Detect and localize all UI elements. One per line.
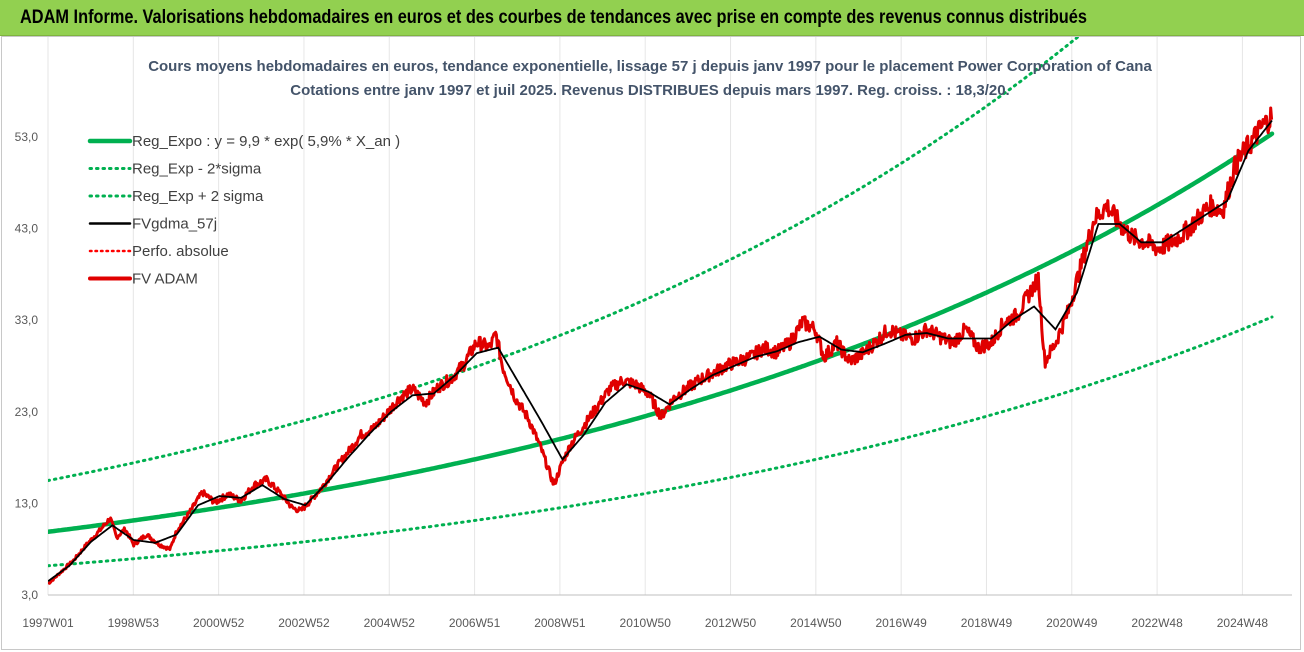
legend-label: Perfo. absolue [132, 243, 229, 260]
fv-adam-line [48, 106, 1274, 586]
y-tick-labels: 3,0 13,0 23,0 33,0 43,0 53,0 [15, 130, 39, 602]
chart-title: Cours moyens hebdomadaires en euros, ten… [148, 58, 1152, 75]
y-tick-label: 23,0 [15, 405, 39, 419]
x-tick-label: 2012W50 [705, 616, 757, 630]
series [48, 37, 1275, 586]
legend-label: Reg_Expo : y = 9,9 * exp( 5,9% * X_an ) [132, 133, 400, 150]
fv-gdma-line [48, 119, 1273, 583]
lower-band-line [48, 315, 1274, 568]
x-tick-label: 2014W50 [790, 616, 842, 630]
x-tick-label: 2006W51 [449, 616, 501, 630]
x-tick-label: 2004W52 [364, 616, 416, 630]
chart-frame: 3,0 13,0 23,0 33,0 43,0 53,0 1997W01 1998W53 20… [1, 36, 1301, 650]
report-title: ADAM Informe. Valorisations hebdomadaire… [20, 7, 1087, 28]
x-tick-label: 1998W53 [108, 616, 160, 630]
x-tick-label: 2010W50 [620, 616, 672, 630]
x-tick-label: 2002W52 [278, 616, 330, 630]
chart-subtitle: Cotations entre janv 1997 et juil 2025. … [290, 82, 1009, 99]
gridlines [47, 37, 1243, 595]
legend-label: Reg_Exp + 2 sigma [132, 188, 264, 205]
upper-band-line [48, 37, 1081, 483]
legend-label: Reg_Exp - 2*sigma [132, 161, 262, 178]
report-banner: ADAM Informe. Valorisations hebdomadaire… [0, 0, 1304, 36]
chart-svg: 3,0 13,0 23,0 33,0 43,0 53,0 1997W01 1998W53 20… [15, 37, 1292, 630]
x-tick-label: 2000W52 [193, 616, 245, 630]
y-tick-label: 43,0 [15, 222, 39, 236]
x-tick-label: 2024W48 [1217, 616, 1269, 630]
x-tick-label: 2018W49 [961, 616, 1013, 630]
x-tick-label: 2022W48 [1131, 616, 1183, 630]
y-tick-label: 13,0 [15, 496, 39, 510]
x-tick-label: 2008W51 [534, 616, 586, 630]
x-tick-label: 2020W49 [1046, 616, 1098, 630]
legend: Reg_Expo : y = 9,9 * exp( 5,9% * X_an ) R… [87, 133, 400, 288]
x-tick-label: 2016W49 [875, 616, 927, 630]
x-tick-labels: 1997W01 1998W53 2000W52 2002W52 2004W52 2006W… [22, 616, 1268, 630]
legend-label: FVgdma_57j [132, 216, 217, 233]
legend-label: FV ADAM [132, 271, 198, 288]
x-tick-label: 1997W01 [22, 616, 74, 630]
y-tick-label: 33,0 [15, 313, 39, 327]
y-tick-label: 3,0 [21, 588, 38, 602]
y-tick-label: 53,0 [15, 130, 39, 144]
